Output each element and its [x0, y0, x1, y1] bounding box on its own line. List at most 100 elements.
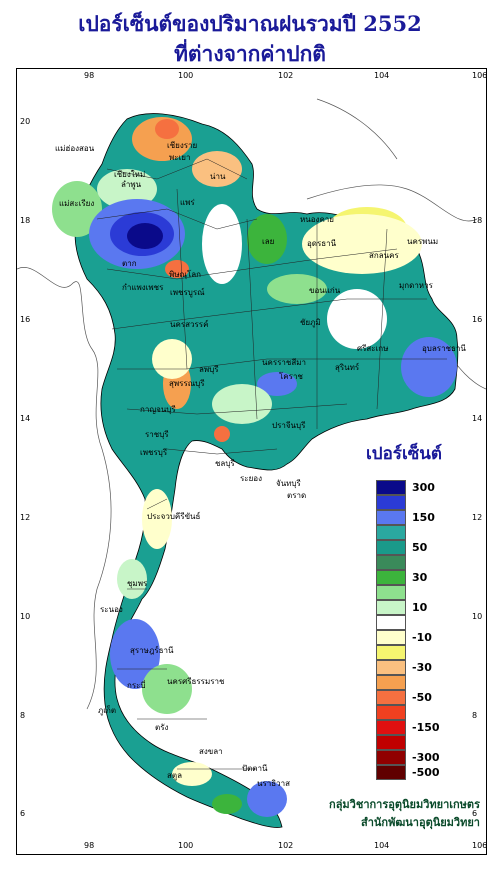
legend-label: -30 [412, 661, 432, 674]
province-label: ศรีสะเกษ [357, 344, 389, 353]
legend-swatch [376, 765, 406, 780]
province-label: พิษณุโลก [169, 270, 202, 279]
province-label: นครพนม [407, 237, 439, 246]
x-tick-bottom: 106 [472, 841, 488, 850]
province-label: แม่สะเรียง [59, 199, 95, 208]
y-tick-right: 16 [472, 315, 483, 324]
blue-area [401, 337, 457, 397]
x-tick-bottom: 102 [278, 841, 294, 850]
green-area [212, 794, 242, 814]
white-area [97, 169, 157, 209]
province-label: จันทบุรี [276, 479, 301, 488]
province-label: มุกดาหาร [399, 281, 433, 290]
credit-line-2: สำนักพัฒนาอุตุนิยมวิทยา [361, 816, 480, 829]
legend-swatch [376, 705, 406, 720]
province-label: สกลนคร [369, 251, 399, 260]
province-label: เพชรบูรณ์ [170, 288, 205, 297]
province-label: เพชรบุรี [140, 448, 168, 457]
yellow-area [152, 339, 192, 379]
province-label: พะเยา [169, 153, 191, 162]
map-frame: 98 100 102 104 106 98 100 102 104 106 20… [16, 68, 487, 855]
red-area [155, 119, 179, 139]
x-tick-top: 98 [84, 71, 95, 80]
legend-label: -10 [412, 631, 432, 644]
x-tick-bottom: 98 [84, 841, 95, 850]
legend-label: -300 [412, 751, 440, 764]
province-label: ชุมพร [127, 579, 148, 588]
x-tick-bottom: 104 [374, 841, 390, 850]
map-subtitle: ที่ต่างจากค่าปกติ [174, 41, 326, 66]
white-area [202, 204, 242, 284]
blue-area [247, 781, 287, 817]
legend-swatch [376, 510, 406, 525]
province-label: เลย [262, 237, 275, 246]
green-area [247, 214, 287, 264]
y-tick-right: 10 [472, 612, 483, 621]
province-label: กำแพงเพชร [122, 283, 164, 292]
y-tick-left: 20 [20, 117, 31, 126]
province-label: สุราษฎร์ธานี [130, 646, 174, 655]
y-tick-right: 8 [472, 711, 478, 720]
legend-label: 300 [412, 481, 435, 494]
legend-swatch [376, 540, 406, 555]
legend-label: 10 [412, 601, 428, 614]
province-label: ขอนแก่น [309, 286, 341, 295]
province-label: โคราช [279, 372, 303, 381]
legend-swatch [376, 615, 406, 630]
legend-swatch [376, 750, 406, 765]
orange-area [165, 260, 189, 278]
blue-area [110, 619, 160, 689]
x-tick-top: 106 [472, 71, 488, 80]
navy-area [127, 223, 163, 249]
map-title: เปอร์เซ็นต์ของปริมาณฝนรวมปี 2552 [78, 11, 422, 36]
province-label: ตราด [287, 491, 307, 500]
y-tick-left: 12 [20, 513, 31, 522]
legend-label: -50 [412, 691, 432, 704]
y-tick-right: 14 [472, 414, 483, 423]
x-tick-top: 102 [278, 71, 294, 80]
province-borders [96, 158, 447, 770]
white-area [212, 384, 272, 424]
y-tick-right: 6 [472, 809, 478, 818]
province-label: สงขลา [199, 747, 223, 756]
y-tick-left: 14 [20, 414, 31, 423]
province-label: ปราจีนบุรี [272, 421, 306, 430]
y-tick-left: 16 [20, 315, 31, 324]
green-area [142, 664, 192, 714]
province-label: นครสวรรค์ [170, 320, 209, 329]
legend-label: 50 [412, 541, 428, 554]
legend-swatch [376, 735, 406, 750]
credit-line-1: กลุ่มวิชาการอุตุนิยมวิทยาเกษตร [329, 798, 480, 811]
legend-label: 30 [412, 571, 428, 584]
legend-swatch [376, 585, 406, 600]
province-label: ระยอง [240, 474, 262, 483]
y-tick-left: 6 [20, 809, 26, 818]
province-label: นครราชสีมา [262, 358, 306, 367]
x-tick-top: 104 [374, 71, 390, 80]
y-tick-right: 12 [472, 513, 483, 522]
white-area [327, 289, 387, 349]
white-area [142, 489, 172, 549]
province-label: น่าน [210, 172, 226, 181]
province-label: นราธิวาส [257, 779, 291, 788]
province-label: สตูล [167, 771, 182, 780]
legend-swatch [376, 630, 406, 645]
white-area [302, 214, 422, 274]
x-tick-bottom: 100 [178, 841, 194, 850]
y-tick-right: 18 [472, 216, 483, 225]
province-label: สุรินทร์ [335, 363, 360, 372]
legend-swatch [376, 600, 406, 615]
province-label: ตรัง [155, 723, 169, 732]
green-area [267, 274, 327, 304]
province-label: อุดรธานี [307, 239, 337, 248]
blue-area [257, 372, 297, 396]
province-label: ระนอง [100, 605, 123, 614]
province-label: ปัตตานี [242, 764, 268, 773]
province-label: นครศรีธรรมราช [167, 677, 225, 686]
legend-swatch [376, 555, 406, 570]
x-tick-top: 100 [178, 71, 194, 80]
legend-swatch [376, 480, 406, 495]
province-label: ประจวบคีรีขันธ์ [147, 512, 201, 521]
province-label: หนองคาย [300, 215, 334, 224]
y-tick-left: 8 [20, 711, 26, 720]
